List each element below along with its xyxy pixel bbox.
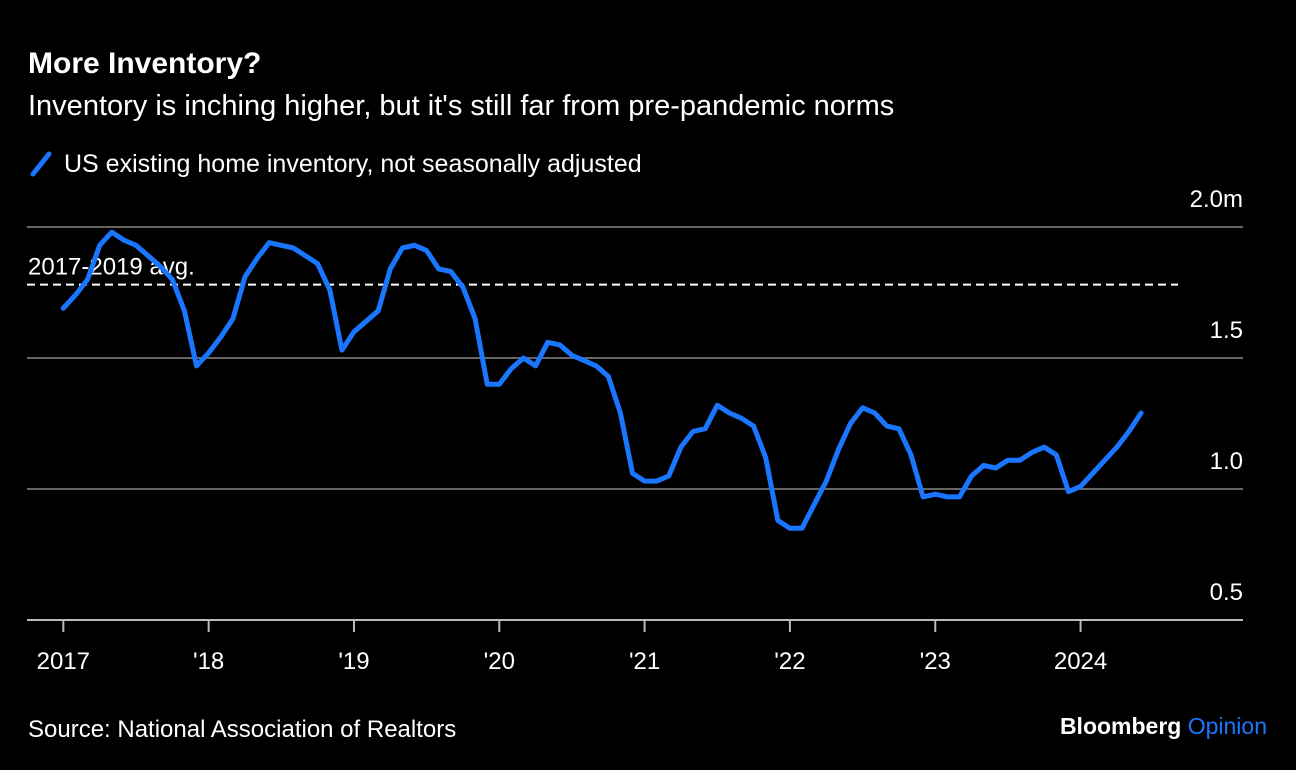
x-tick-label: '20 — [484, 648, 515, 675]
chart-subtitle: Inventory is inching higher, but it's st… — [28, 90, 894, 122]
x-tick-label: '19 — [338, 648, 369, 675]
x-tick-label: '21 — [629, 648, 660, 675]
series-line — [60, 229, 1144, 531]
source: Source: National Association of Realtors — [28, 716, 456, 743]
y-tick-label: 2.0m — [1190, 186, 1243, 213]
legend-swatch — [30, 151, 52, 177]
y-tick-label: 1.0 — [1210, 448, 1243, 475]
x-tick-label: 2017 — [37, 648, 90, 675]
y-tick-label: 0.5 — [1210, 579, 1243, 606]
brand: Bloomberg Opinion — [1060, 713, 1267, 739]
brand-suffix: Opinion — [1188, 713, 1267, 739]
chart-title: More Inventory? — [28, 47, 261, 80]
x-tick-label: 2024 — [1054, 648, 1107, 675]
y-tick-label: 1.5 — [1210, 317, 1243, 344]
legend-label: US existing home inventory, not seasonal… — [64, 150, 642, 178]
x-tick-label: '23 — [920, 648, 951, 675]
brand-name: Bloomberg — [1060, 713, 1181, 739]
x-tick-label: '22 — [774, 648, 805, 675]
x-tick-label: '18 — [193, 648, 224, 675]
